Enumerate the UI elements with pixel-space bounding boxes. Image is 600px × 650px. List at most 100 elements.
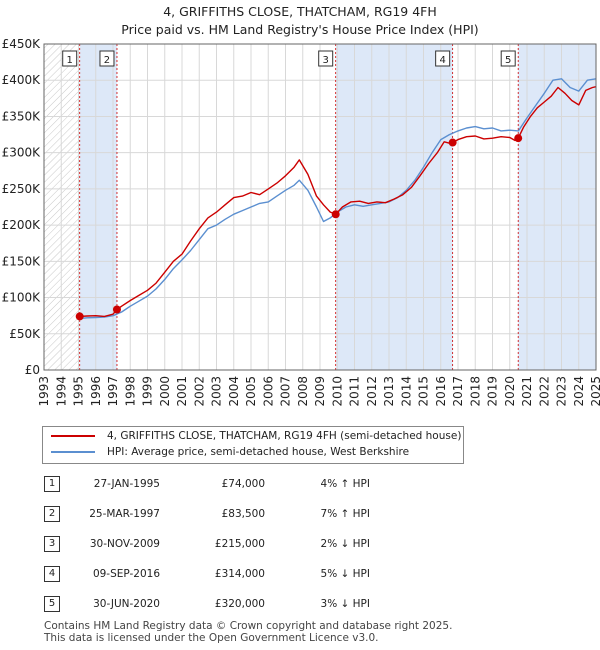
y-tick-label: £100K [2, 291, 42, 305]
sale-number-box [500, 50, 516, 67]
table-row: 1 27-JAN-1995 £74,000 4% ↑ HPI [0, 476, 600, 494]
sale-point [331, 210, 340, 219]
sale-price: £320,000 [214, 598, 265, 610]
sale-number-box [62, 50, 78, 67]
y-tick-label: £250K [2, 182, 42, 196]
x-tick-label: 2022 [537, 376, 551, 407]
sale-period-shade [518, 44, 596, 370]
sale-number-label: 2 [104, 55, 110, 66]
y-tick-label: £400K [2, 73, 42, 87]
y-tick-label: £300K [2, 146, 42, 160]
sale-number-label: 3 [323, 55, 329, 66]
x-tick-label: 2019 [486, 376, 500, 407]
sale-number-label: 5 [505, 55, 511, 66]
x-tick-label: 2001 [175, 376, 189, 407]
pre-data-hatch [44, 44, 80, 370]
x-tick-label: 2016 [434, 376, 448, 407]
sale-hpi-diff: 3% ↓ HPI [320, 598, 370, 610]
x-tick-label: 2021 [520, 376, 534, 407]
sale-price: £215,000 [214, 538, 265, 550]
sale-number-box [435, 50, 451, 67]
x-tick-label: 2004 [227, 376, 241, 407]
sale-number-box [318, 50, 334, 67]
x-tick-label: 2015 [417, 376, 431, 407]
x-tick-label: 1997 [106, 376, 120, 407]
table-row: 3 30-NOV-2009 £215,000 2% ↓ HPI [0, 536, 600, 554]
sale-point [448, 138, 457, 147]
sale-point [75, 312, 84, 321]
sale-number-box [99, 50, 115, 67]
footer-copyright: Contains HM Land Registry data © Crown c… [44, 620, 453, 632]
x-tick-label: 2003 [210, 376, 224, 407]
x-tick-label: 2023 [555, 376, 569, 407]
table-row: 2 25-MAR-1997 £83,500 7% ↑ HPI [0, 506, 600, 524]
x-tick-label: 2006 [261, 376, 275, 407]
x-tick-label: 1998 [123, 376, 137, 407]
sale-number-label: 1 [67, 55, 73, 66]
sale-number-badge: 2 [44, 506, 60, 522]
sale-price: £314,000 [214, 568, 265, 580]
plot-frame [43, 43, 597, 371]
sale-number-badge: 1 [44, 476, 60, 492]
y-tick-label: £50K [9, 327, 41, 341]
sale-hpi-diff: 2% ↓ HPI [320, 538, 370, 550]
sale-hpi-diff: 4% ↑ HPI [320, 478, 370, 490]
sale-price: £74,000 [221, 478, 265, 490]
legend-line-hpi [51, 451, 95, 453]
x-tick-label: 2009 [313, 376, 327, 407]
property-price-line [79, 86, 597, 318]
x-tick-label: 2018 [468, 376, 482, 407]
sale-price: £83,500 [221, 508, 265, 520]
x-tick-label: 1999 [141, 376, 155, 407]
legend: 4, GRIFFITHS CLOSE, THATCHAM, RG19 4FH (… [42, 426, 464, 464]
x-tick-label: 2025 [589, 376, 600, 407]
sale-point [514, 134, 523, 143]
x-tick-label: 2012 [365, 376, 379, 407]
x-tick-label: 2024 [572, 376, 586, 407]
chart-title: 4, GRIFFITHS CLOSE, THATCHAM, RG19 4FH [163, 4, 437, 19]
x-tick-label: 2000 [158, 376, 172, 407]
x-tick-label: 2007 [279, 376, 293, 407]
sale-number-badge: 4 [44, 566, 60, 582]
sale-hpi-diff: 7% ↑ HPI [320, 508, 370, 520]
legend-line-property [51, 435, 95, 437]
x-tick-label: 1994 [54, 376, 68, 407]
sale-date: 09-SEP-2016 [92, 568, 160, 580]
y-tick-label: £450K [2, 37, 42, 51]
sale-number-badge: 3 [44, 536, 60, 552]
x-tick-label: 2011 [348, 376, 362, 407]
x-tick-label: 2020 [503, 376, 517, 407]
sale-point [112, 305, 121, 314]
x-tick-label: 1993 [37, 376, 51, 407]
sale-period-shade [335, 44, 453, 370]
chart-subtitle: Price paid vs. HM Land Registry's House … [121, 22, 479, 37]
x-tick-label: 1995 [72, 376, 86, 407]
legend-item-property: 4, GRIFFITHS CLOSE, THATCHAM, RG19 4FH (… [51, 430, 461, 442]
x-tick-label: 2017 [451, 376, 465, 407]
legend-label-hpi: HPI: Average price, semi-detached house,… [107, 446, 410, 458]
x-tick-label: 2008 [296, 376, 310, 407]
sale-date: 30-JUN-2020 [93, 598, 160, 610]
y-tick-label: £0 [25, 363, 40, 377]
y-tick-label: £350K [2, 109, 42, 123]
sale-number-label: 4 [439, 55, 445, 66]
x-tick-label: 1996 [89, 376, 103, 407]
footer-license: This data is licensed under the Open Gov… [44, 632, 379, 644]
sale-number-badge: 5 [44, 596, 60, 612]
x-tick-label: 2013 [382, 376, 396, 407]
x-tick-label: 2005 [244, 376, 258, 407]
x-tick-label: 2014 [399, 376, 413, 407]
legend-label-property: 4, GRIFFITHS CLOSE, THATCHAM, RG19 4FH (… [107, 430, 462, 442]
sale-date: 27-JAN-1995 [93, 478, 160, 490]
table-row: 5 30-JUN-2020 £320,000 3% ↓ HPI [0, 596, 600, 614]
y-tick-label: £200K [2, 218, 42, 232]
legend-item-hpi: HPI: Average price, semi-detached house,… [51, 446, 409, 458]
sale-period-shade [79, 44, 117, 370]
x-tick-label: 2002 [192, 376, 206, 407]
sale-date: 30-NOV-2009 [89, 538, 160, 550]
price-chart: £0 £50K £100K £150K £200K £250K £300K £350K £400… [2, 37, 600, 407]
table-row: 4 09-SEP-2016 £314,000 5% ↓ HPI [0, 566, 600, 584]
x-tick-label: 2010 [330, 376, 344, 407]
sale-hpi-diff: 5% ↓ HPI [320, 568, 370, 580]
sale-date: 25-MAR-1997 [89, 508, 160, 520]
